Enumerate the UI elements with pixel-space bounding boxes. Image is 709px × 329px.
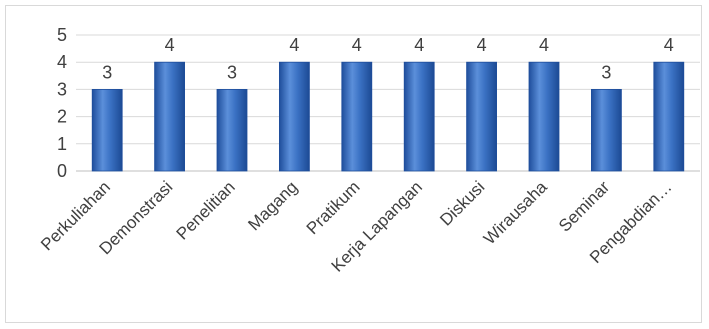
- data-label: 4: [539, 35, 549, 55]
- bar: [341, 61, 373, 172]
- bar: [154, 61, 186, 172]
- y-tick-label: 5: [57, 25, 67, 45]
- data-label: 4: [664, 35, 674, 55]
- bar: [216, 89, 248, 172]
- y-tick-label: 1: [57, 134, 67, 154]
- y-tick-label: 3: [57, 79, 67, 99]
- data-label: 4: [414, 35, 424, 55]
- category-label: Wirausaha: [480, 177, 551, 248]
- bar: [91, 89, 123, 172]
- y-tick-label: 2: [57, 107, 67, 127]
- category-label: Magang: [244, 177, 301, 234]
- bar: [403, 61, 435, 172]
- category-label: Seminar: [555, 177, 613, 235]
- y-tick-label: 4: [57, 52, 67, 72]
- bar: [278, 61, 310, 172]
- data-label: 4: [289, 35, 299, 55]
- data-label: 3: [102, 62, 112, 82]
- y-axis-ticks: 0 1 2 3 4 5: [57, 25, 67, 181]
- category-label: Pratikum: [303, 177, 364, 238]
- bars: [91, 61, 685, 172]
- category-label: Penelitian: [173, 177, 239, 243]
- bar: [591, 89, 622, 172]
- data-labels: 3 4 3 4 4 4 4 4 3 4: [102, 35, 674, 82]
- data-label: 4: [165, 35, 175, 55]
- y-tick-label: 0: [57, 161, 67, 181]
- bar: [528, 61, 560, 172]
- data-label: 4: [477, 35, 487, 55]
- bar: [653, 61, 685, 172]
- data-label: 3: [227, 62, 237, 82]
- category-label: Diskusi: [436, 177, 488, 229]
- bar: [466, 61, 498, 172]
- data-label: 3: [601, 62, 611, 82]
- data-label: 4: [352, 35, 362, 55]
